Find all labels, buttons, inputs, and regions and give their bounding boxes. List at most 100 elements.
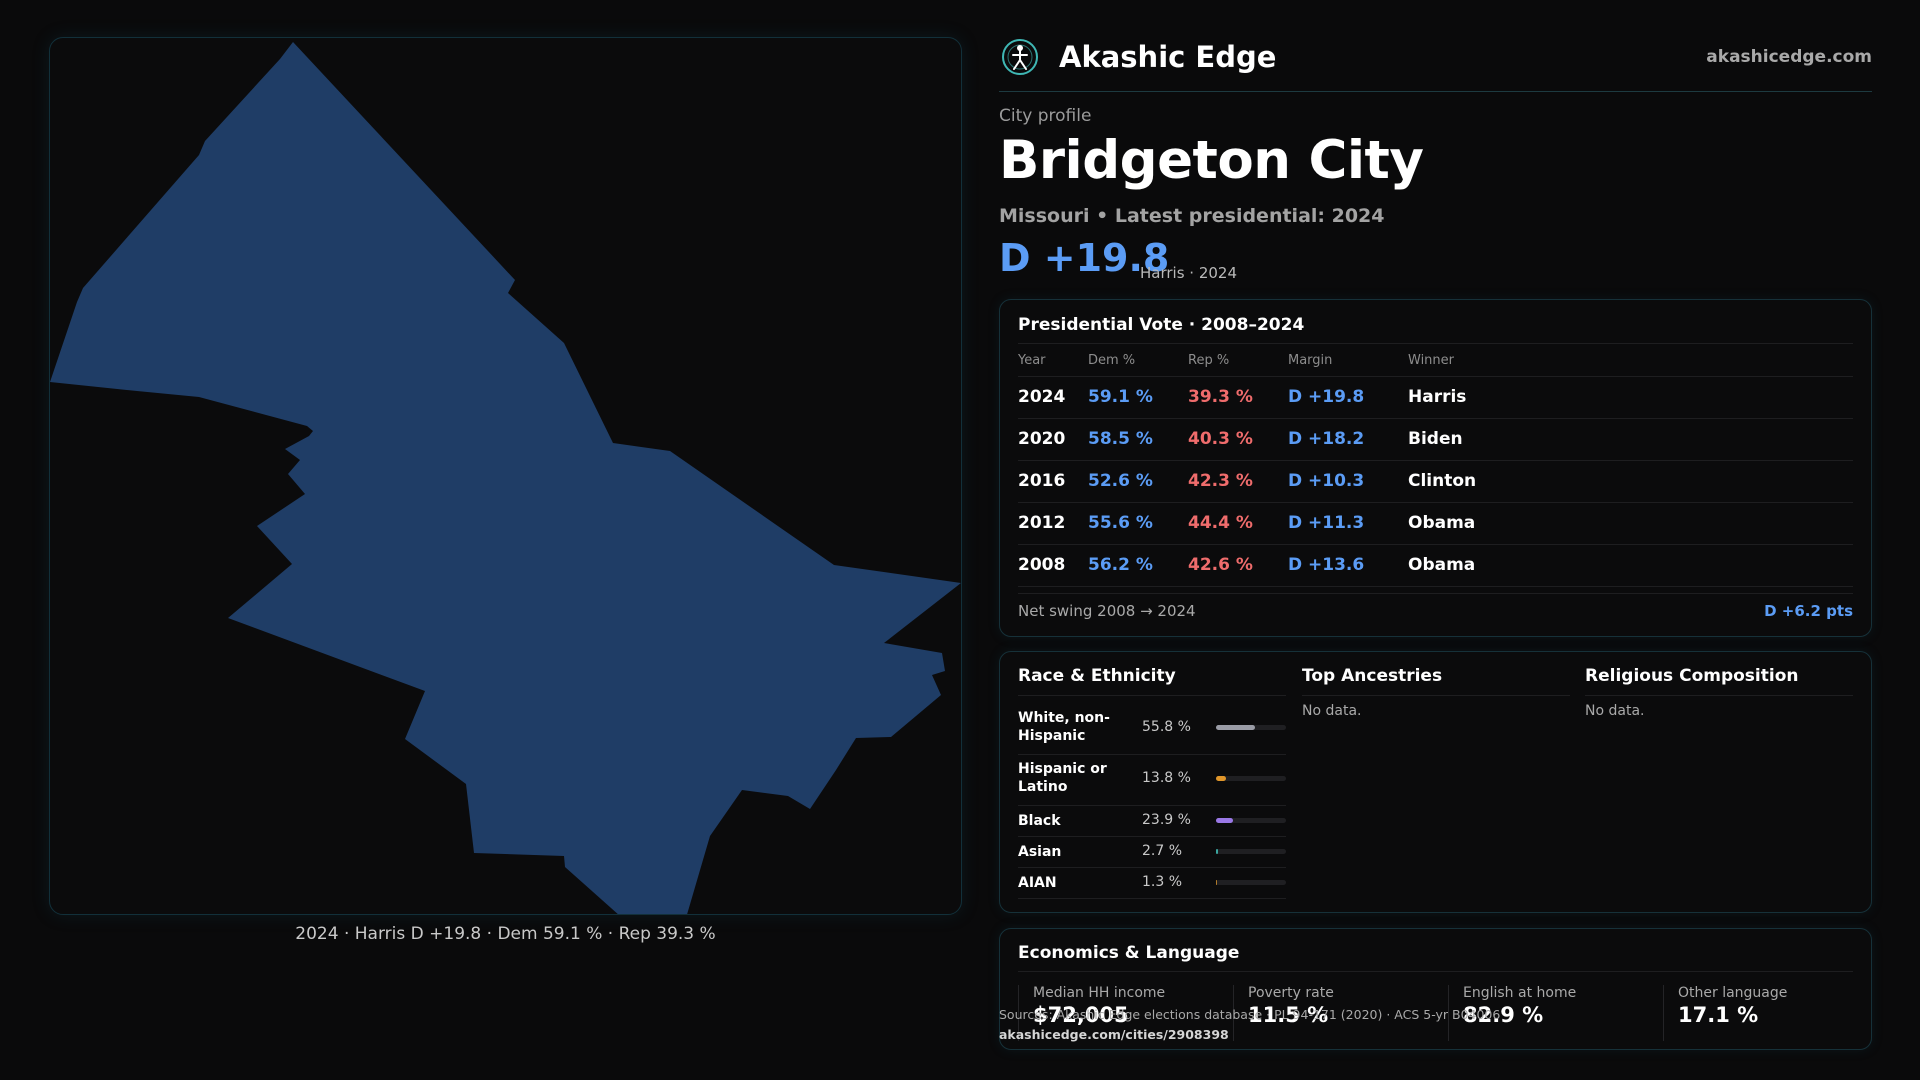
table-row: 2020 58.5 % 40.3 % D +18.2 Biden [1018,418,1853,461]
race-bar-track [1216,725,1286,730]
profile-subline: Missouri • Latest presidential: 2024 [999,205,1385,227]
cell-winner: Harris [1408,376,1853,419]
headline-margin: D +19.8 [999,236,1170,280]
presidential-card-title: Presidential Vote · 2008–2024 [1018,315,1305,335]
cell-year: 2012 [1018,502,1088,545]
stat-value: 17.1 % [1678,1003,1759,1027]
race-label: Hispanic or Latino [1018,761,1107,795]
race-pct: 55.8 % [1142,719,1191,735]
religion-empty: No data. [1585,703,1645,719]
ancestries-title: Top Ancestries [1302,666,1443,686]
source-url-link[interactable]: akashicedge.com/cities/2908398 [999,1027,1229,1042]
race-pct: 1.3 % [1142,874,1183,890]
headline-margin-meta: Harris · 2024 [1140,264,1238,282]
race-bar-track [1216,818,1286,823]
stat-poverty-rate: Poverty rate 11.5 % [1233,985,1448,1041]
source-footer: Sources: Akashic Edge elections database… [999,1005,1500,1045]
stat-label: Poverty rate [1248,985,1334,1001]
divider [1018,971,1853,972]
cell-year: 2016 [1018,460,1088,503]
race-row: Asian 2.7 % [1018,837,1286,868]
stat-median-income: Median HH income $72,005 [1018,985,1233,1041]
presidential-vote-card: Presidential Vote · 2008–2024 Year Dem %… [999,299,1872,637]
table-row: 2008 56.2 % 42.6 % D +13.6 Obama [1018,544,1853,587]
brand-name: Akashic Edge [1059,40,1277,74]
race-label: White, non-Hispanic [1018,710,1110,744]
net-swing-label: Net swing 2008 → 2024 [1018,602,1196,620]
demographics-card: Race & Ethnicity White, non-Hispanic 55.… [999,651,1872,913]
divider [1302,695,1570,696]
race-pct: 13.8 % [1142,770,1191,786]
cell-winner: Biden [1408,418,1853,461]
economics-title: Economics & Language [1018,943,1240,963]
stat-value: 11.5 % [1248,1003,1329,1027]
map-caption: 2024 · Harris D +19.8 · Dem 59.1 % · Rep… [295,924,716,944]
cell-dem: 59.1 % [1088,376,1188,419]
stat-other-language: Other language 17.1 % [1663,985,1853,1041]
cell-rep: 40.3 % [1188,418,1288,461]
race-row: Black 23.9 % [1018,806,1286,837]
race-bar-fill [1216,776,1226,781]
col-header-rep: Rep % [1188,346,1288,377]
table-row: 2016 52.6 % 42.3 % D +10.3 Clinton [1018,460,1853,503]
race-bar-fill [1216,818,1233,823]
race-row: White, non-Hispanic 55.8 % [1018,704,1286,755]
cell-dem: 55.6 % [1088,502,1188,545]
source-text: Sources: Akashic Edge elections database… [999,1007,1501,1022]
race-bar-track [1216,776,1286,781]
net-swing-value: D +6.2 pts [1764,602,1853,620]
cell-margin: D +10.3 [1288,460,1408,503]
col-header-dem: Dem % [1088,346,1188,377]
akashic-edge-logo-icon[interactable] [1001,38,1039,76]
cell-rep: 39.3 % [1188,376,1288,419]
city-boundary-map [50,42,961,915]
divider [1018,343,1853,344]
table-row: 2024 59.1 % 39.3 % D +19.8 Harris [1018,376,1853,419]
race-bar-fill [1216,880,1217,885]
ancestries-empty: No data. [1302,703,1362,719]
stat-label: Median HH income [1033,985,1166,1001]
race-ethnicity-title: Race & Ethnicity [1018,666,1176,686]
brand-url-link[interactable]: akashicedge.com [1706,47,1872,67]
cell-margin: D +18.2 [1288,418,1408,461]
profile-column: Akashic Edge akashicedge.com City profil… [999,0,1872,1080]
divider [1018,593,1853,594]
brand-header: Akashic Edge akashicedge.com [999,34,1872,92]
stat-value: $72,005 [1033,1003,1129,1027]
cell-margin: D +13.6 [1288,544,1408,587]
cell-winner: Obama [1408,502,1853,545]
presidential-table: Year Dem % Rep % Margin Winner 2024 59.1… [1018,346,1853,587]
table-row: 2012 55.6 % 44.4 % D +11.3 Obama [1018,502,1853,545]
col-header-margin: Margin [1288,346,1408,377]
cell-rep: 42.3 % [1188,460,1288,503]
race-label: AIAN [1018,875,1057,891]
cell-rep: 44.4 % [1188,502,1288,545]
stat-english-at-home: English at home 82.9 % [1448,985,1663,1041]
col-header-winner: Winner [1408,346,1853,377]
map-panel[interactable] [49,37,962,915]
race-row: Hispanic or Latino 13.8 % [1018,755,1286,806]
race-ethnicity-section: Race & Ethnicity White, non-Hispanic 55.… [1018,652,1286,914]
cell-winner: Clinton [1408,460,1853,503]
cell-winner: Obama [1408,544,1853,587]
race-bar-track [1216,849,1286,854]
page-title: Bridgeton City [999,130,1424,191]
race-bar-track [1216,880,1286,885]
cell-year: 2024 [1018,376,1088,419]
race-row: AIAN 1.3 % [1018,868,1286,899]
cell-dem: 52.6 % [1088,460,1188,503]
city-boundary-shape[interactable] [50,42,961,915]
cell-margin: D +19.8 [1288,376,1408,419]
cell-year: 2020 [1018,418,1088,461]
cell-margin: D +11.3 [1288,502,1408,545]
profile-kicker: City profile [999,106,1092,126]
race-pct: 23.9 % [1142,812,1191,828]
race-pct: 2.7 % [1142,843,1183,859]
stat-value: 82.9 % [1463,1003,1544,1027]
race-label: Black [1018,813,1061,829]
col-header-year: Year [1018,346,1088,377]
religion-section: Religious Composition No data. [1585,652,1853,914]
race-label: Asian [1018,844,1062,860]
stat-label: English at home [1463,985,1577,1001]
cell-year: 2008 [1018,544,1088,587]
